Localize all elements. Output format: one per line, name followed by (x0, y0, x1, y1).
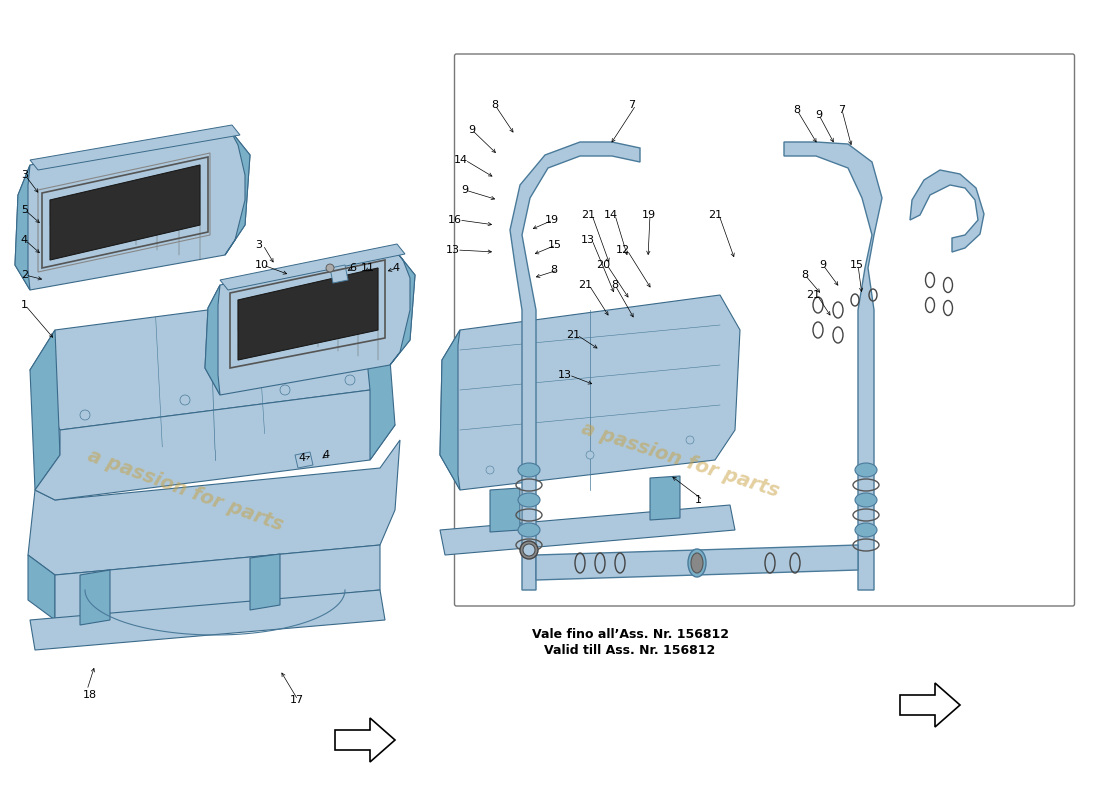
Ellipse shape (518, 463, 540, 477)
FancyBboxPatch shape (454, 54, 1075, 606)
Polygon shape (50, 165, 200, 260)
Text: 2: 2 (21, 270, 28, 280)
Circle shape (326, 264, 334, 272)
Text: 4: 4 (393, 263, 400, 273)
Text: 13: 13 (446, 245, 460, 255)
Text: 8: 8 (801, 270, 808, 280)
Text: 13: 13 (581, 235, 595, 245)
Polygon shape (440, 330, 460, 490)
Text: 18: 18 (82, 690, 97, 700)
Ellipse shape (688, 549, 706, 577)
Text: 21: 21 (578, 280, 592, 290)
Text: 9: 9 (818, 260, 826, 270)
Text: 5: 5 (21, 205, 28, 215)
Circle shape (586, 451, 594, 459)
Polygon shape (205, 285, 220, 395)
Text: 19: 19 (642, 210, 656, 220)
Polygon shape (30, 290, 390, 430)
Text: 9: 9 (461, 185, 468, 195)
Text: 10: 10 (255, 260, 270, 270)
Text: a passion for parts: a passion for parts (85, 446, 285, 534)
Text: 15: 15 (548, 240, 562, 250)
Text: 21: 21 (708, 210, 722, 220)
Text: 8: 8 (491, 100, 498, 110)
Text: 21: 21 (581, 210, 595, 220)
Text: 4: 4 (298, 453, 305, 463)
Polygon shape (490, 488, 520, 532)
Polygon shape (440, 505, 735, 555)
Polygon shape (390, 250, 415, 365)
Polygon shape (336, 718, 395, 762)
Text: 14: 14 (454, 155, 467, 165)
Ellipse shape (518, 493, 540, 507)
Polygon shape (15, 130, 250, 290)
Text: 8: 8 (610, 280, 618, 290)
Circle shape (486, 466, 494, 474)
Text: 12: 12 (616, 245, 630, 255)
Text: Valid till Ass. Nr. 156812: Valid till Ass. Nr. 156812 (544, 643, 716, 657)
Text: 21: 21 (806, 290, 820, 300)
Text: 1: 1 (21, 300, 28, 310)
Polygon shape (360, 290, 395, 460)
Text: 4: 4 (323, 450, 330, 460)
Polygon shape (55, 545, 380, 620)
Polygon shape (910, 170, 984, 252)
Text: 14: 14 (604, 210, 618, 220)
Polygon shape (440, 295, 740, 490)
Polygon shape (250, 554, 280, 610)
Polygon shape (220, 244, 405, 290)
Polygon shape (30, 590, 385, 650)
Polygon shape (900, 683, 960, 727)
Circle shape (280, 385, 290, 395)
Text: 8: 8 (550, 265, 557, 275)
Text: 6: 6 (349, 263, 356, 273)
Circle shape (345, 375, 355, 385)
Ellipse shape (855, 523, 877, 537)
Text: 9: 9 (815, 110, 822, 120)
Text: 7: 7 (628, 100, 635, 110)
Circle shape (80, 410, 90, 420)
Polygon shape (30, 125, 240, 170)
Polygon shape (30, 330, 60, 490)
Polygon shape (330, 265, 348, 283)
Polygon shape (80, 570, 110, 625)
Text: 16: 16 (448, 215, 462, 225)
Polygon shape (15, 165, 30, 290)
Text: 19: 19 (544, 215, 559, 225)
Text: Vale fino all’Ass. Nr. 156812: Vale fino all’Ass. Nr. 156812 (531, 629, 728, 642)
Text: 1: 1 (695, 495, 702, 505)
Polygon shape (784, 142, 882, 590)
Text: 3: 3 (255, 240, 262, 250)
Polygon shape (295, 452, 313, 468)
Text: 3: 3 (21, 170, 28, 180)
Text: 9: 9 (468, 125, 475, 135)
Circle shape (686, 436, 694, 444)
Text: 13: 13 (558, 370, 572, 380)
Polygon shape (28, 555, 55, 620)
Text: a passion for parts: a passion for parts (579, 419, 781, 501)
Text: 20: 20 (596, 260, 611, 270)
Polygon shape (238, 268, 378, 360)
Polygon shape (205, 250, 415, 395)
Polygon shape (536, 545, 858, 580)
Text: 4: 4 (21, 235, 28, 245)
Ellipse shape (520, 541, 538, 559)
Polygon shape (510, 142, 640, 590)
Text: 17: 17 (290, 695, 304, 705)
Ellipse shape (691, 553, 703, 573)
Ellipse shape (855, 493, 877, 507)
Ellipse shape (522, 544, 535, 556)
Circle shape (180, 395, 190, 405)
Polygon shape (35, 390, 395, 500)
Ellipse shape (855, 463, 877, 477)
Text: 15: 15 (850, 260, 864, 270)
Polygon shape (650, 476, 680, 520)
Ellipse shape (518, 523, 540, 537)
Polygon shape (226, 130, 250, 255)
Text: 7: 7 (838, 105, 845, 115)
Polygon shape (28, 440, 400, 575)
Text: 8: 8 (793, 105, 800, 115)
Text: 21: 21 (565, 330, 580, 340)
Text: 11: 11 (361, 263, 375, 273)
